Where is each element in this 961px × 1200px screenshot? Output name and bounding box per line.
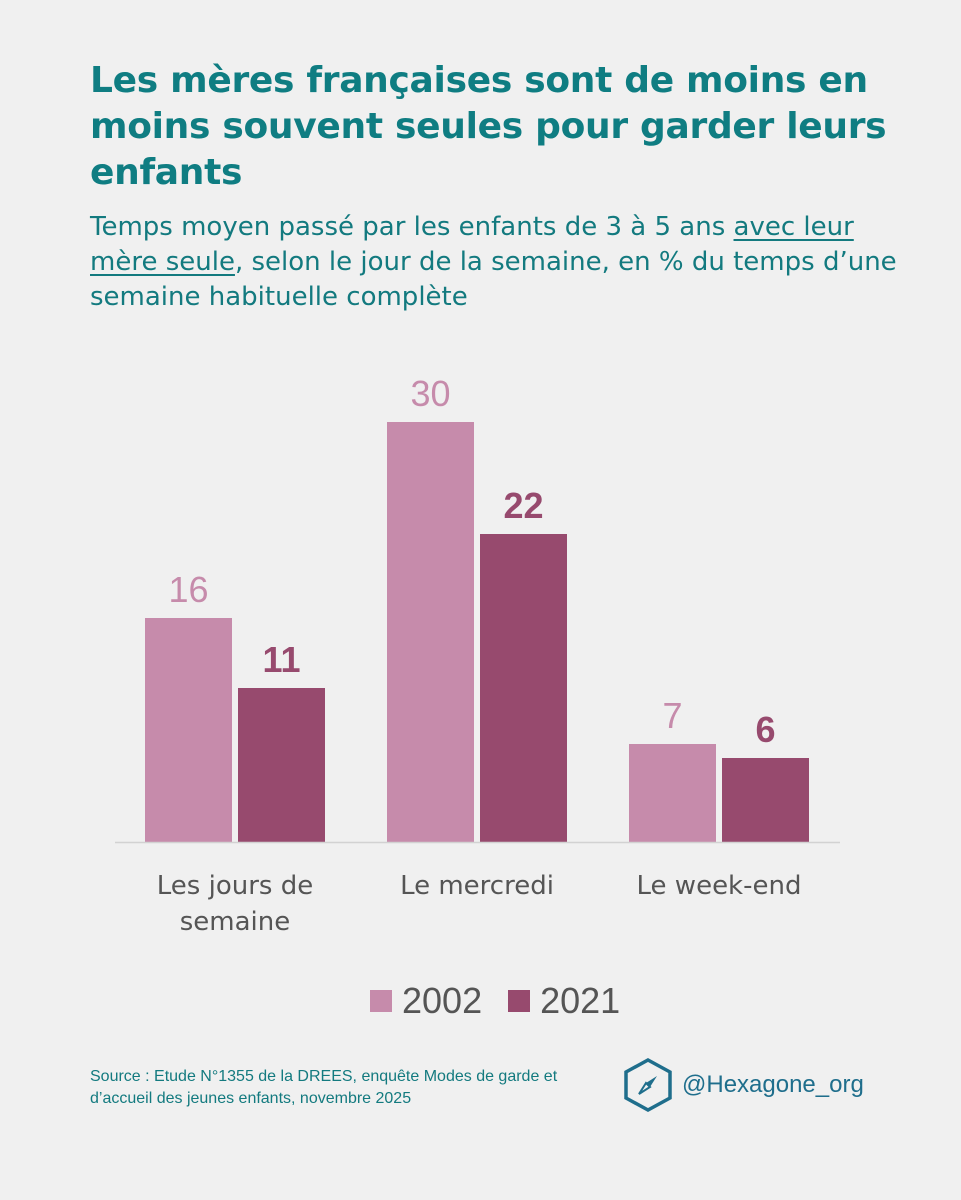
- chart-subtitle: Temps moyen passé par les enfants de 3 à…: [90, 210, 910, 315]
- twitter-handle: @Hexagone_org: [682, 1071, 864, 1098]
- bar-chart: 16 11 Les jours de semaine 30 22 Le mercredi 7 6…: [115, 373, 840, 937]
- bar-2002-2: [629, 744, 716, 842]
- legend-item-2002: 2002: [370, 980, 482, 1022]
- bar-2021-2: [722, 758, 809, 842]
- legend-label-2002: 2002: [402, 980, 483, 1021]
- data-label-2021-0: 11: [262, 639, 300, 680]
- category-label-0: Les jours de semaine: [157, 871, 313, 937]
- bar-2002-1: [387, 422, 474, 842]
- data-label-2021-1: 22: [503, 485, 543, 526]
- category-label-2: Le week-end: [637, 871, 802, 901]
- category-label-1: Le mercredi: [400, 871, 554, 901]
- legend-label-2021: 2021: [540, 980, 621, 1021]
- legend-item-2021: 2021: [508, 980, 620, 1022]
- brand: @Hexagone_org: [624, 1058, 864, 1112]
- subtitle-underlined: avec leur mère seule: [90, 212, 854, 277]
- subtitle-part-1: Temps moyen passé par les enfants de 3 à…: [90, 212, 734, 242]
- subtitle-part-2: , selon le jour de la semaine, en % du t…: [90, 247, 897, 312]
- legend-swatch-2002: [370, 990, 392, 1012]
- chart-title: Les mères françaises sont de moins en mo…: [90, 60, 887, 193]
- legend-swatch-2021: [508, 990, 531, 1012]
- compass-hexagon-icon: [624, 1058, 672, 1112]
- bar-2021-0: [238, 688, 325, 842]
- data-label-2002-1: 30: [410, 373, 450, 414]
- bar-2021-1: [480, 534, 567, 842]
- data-label-2002-0: 16: [168, 569, 208, 610]
- bar-2002-0: [145, 618, 232, 842]
- source-note: Source : Etude N°1355 de la DREES, enquê…: [90, 1068, 558, 1107]
- data-label-2021-2: 6: [755, 709, 775, 750]
- chart-legend: 2002 2021: [370, 980, 646, 1022]
- data-label-2002-2: 7: [662, 695, 682, 736]
